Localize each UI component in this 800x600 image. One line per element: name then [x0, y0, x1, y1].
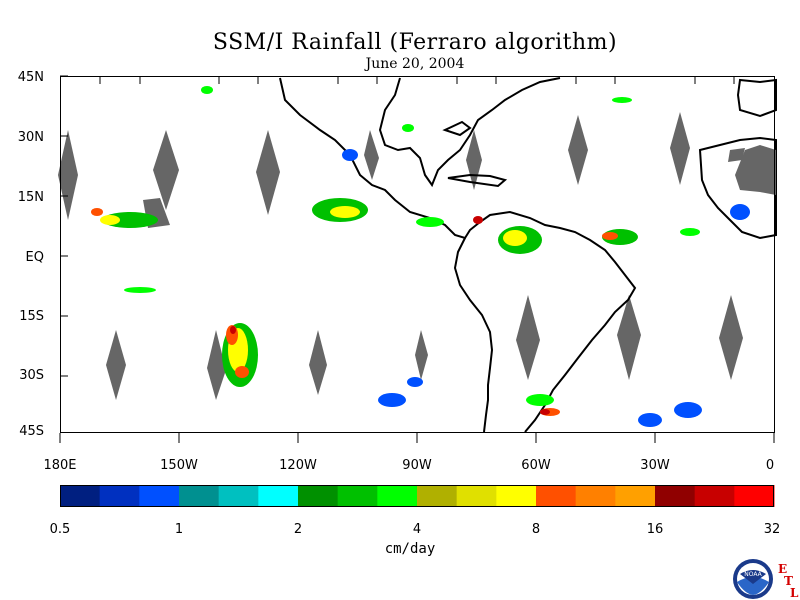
colorbar-tick-16: 16 [646, 522, 664, 537]
lat-label-45n: 45N [17, 70, 44, 85]
colorbar-tick-4: 4 [412, 522, 422, 537]
lon-label-120w: 120W [279, 458, 317, 473]
colorbar-tick-8: 8 [531, 522, 541, 537]
lat-label-15n: 15N [17, 190, 44, 205]
swath-gaps [58, 112, 743, 400]
noaa-logo-icon: NOAA [733, 559, 773, 599]
land-nodata [728, 145, 776, 195]
lon-label-60w: 60W [521, 458, 551, 473]
etl-letter-e: E [778, 562, 788, 576]
map-subtitle: June 20, 2004 [365, 56, 465, 72]
axis-ticks [59, 75, 775, 443]
etl-letter-t: T [784, 574, 793, 588]
lon-label-0: 0 [765, 458, 775, 473]
lon-label-150w: 150W [160, 458, 198, 473]
colorbar-tick-2: 2 [293, 522, 303, 537]
lat-label-45s: 45S [19, 424, 44, 439]
colorbar-units: cm/day [384, 541, 436, 557]
lat-label-eq: EQ [25, 250, 44, 265]
colorbar-tick-0-5: 0.5 [49, 522, 71, 537]
coastlines [279, 77, 777, 433]
etl-letter-l: L [790, 586, 799, 600]
colorbar-tick-1: 1 [174, 522, 184, 537]
lon-label-30w: 30W [640, 458, 670, 473]
lat-label-30n: 30N [17, 130, 44, 145]
logo-agency-text: NOAA [744, 571, 762, 578]
map-title: SSM/I Rainfall (Ferraro algorithm) [212, 30, 618, 55]
lon-label-90w: 90W [402, 458, 432, 473]
rainfall-patches [91, 86, 750, 427]
lat-label-15s: 15S [19, 309, 44, 324]
lat-label-30s: 30S [19, 368, 44, 383]
colorbar-tick-32: 32 [763, 522, 781, 537]
lon-label-180e: 180E [43, 458, 77, 473]
map-frame [60, 76, 775, 433]
